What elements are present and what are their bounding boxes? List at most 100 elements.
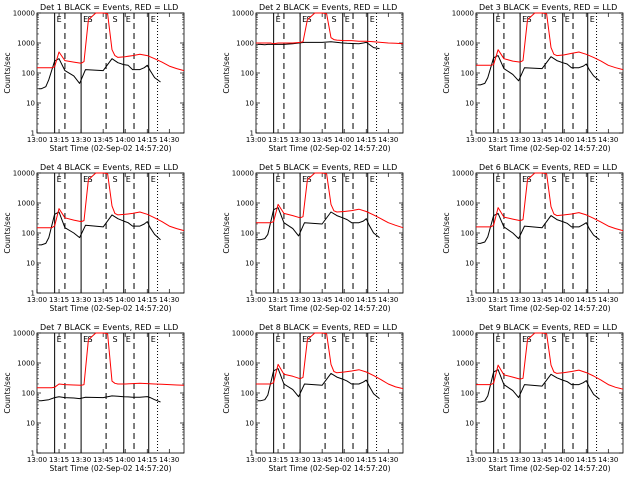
panel-title: Det 1 BLACK = Events, RED = LLD [40,3,178,12]
marker-letter: E [83,175,88,184]
marker-letter: E [522,15,527,24]
y-tick-label: 10000 [13,170,35,178]
x-tick-label: 14:30 [598,456,618,464]
y-tick-label: 1000 [236,200,254,208]
x-tick-label: 13:15 [488,136,508,144]
x-tick-label: 13:15 [49,456,69,464]
x-tick-label: 13:30 [71,456,91,464]
x-tick-label: 13:45 [312,456,332,464]
x-tick-label: 14:30 [159,456,179,464]
y-tick-label: 100 [241,390,254,398]
marker-letter: E [126,15,131,24]
marker-letter: S [527,175,532,184]
x-tick-label: 13:15 [488,456,508,464]
marker-letter: E [83,15,88,24]
marker-letter: E [345,15,350,24]
marker-letter: E [126,335,131,344]
x-tick-label: 14:30 [378,456,398,464]
y-tick-label: 10000 [13,330,35,338]
y-tick-label: 1000 [17,200,35,208]
y-tick-label: 100 [241,70,254,78]
y-tick-label: 1 [470,450,474,458]
x-tick-label: 14:15 [356,456,376,464]
marker-letter: E [590,335,595,344]
marker-letter: S [113,335,118,344]
y-tick-label: 10 [245,260,254,268]
marker-letter: S [552,175,557,184]
marker-letter: S [113,175,118,184]
marker-letter: S [113,15,118,24]
x-axis-label: Start Time (02-Sep-02 14:57:20) [50,464,172,473]
panel-det-4: Det 4 BLACK = Events, RED = LLD 1 10 100 100… [3,163,185,313]
x-tick-label: 14:00 [554,296,574,304]
x-tick-label: 13:15 [268,456,288,464]
plot-frame [36,12,185,134]
panel-title: Det 6 BLACK = Events, RED = LLD [479,163,617,172]
y-axis-label: Counts/sec [442,372,451,413]
x-tick-label: 13:45 [93,296,113,304]
panel-det-2: Det 2 BLACK = Events, RED = LLD 1 10 100 100… [222,3,404,153]
marker-letter: E [565,175,570,184]
marker-letter: E [57,335,62,344]
y-tick-label: 10 [245,100,254,108]
marker-letter: S [307,175,312,184]
marker-letter: S [88,15,93,24]
y-tick-label: 100 [461,70,474,78]
x-tick-label: 13:30 [290,136,310,144]
x-tick-label: 14:15 [137,456,157,464]
y-tick-label: 1000 [17,40,35,48]
x-tick-label: 14:15 [356,296,376,304]
x-tick-label: 14:00 [334,456,354,464]
marker-letter: E [522,175,527,184]
x-tick-label: 13:15 [49,296,69,304]
y-tick-label: 1000 [236,360,254,368]
y-tick-label: 1 [31,130,35,138]
plot-frame [475,12,624,134]
marker-letter: S [332,175,337,184]
x-axis-label: Start Time (02-Sep-02 14:57:20) [269,464,391,473]
y-tick-label: 10 [26,100,35,108]
lld-series-line [256,332,404,390]
y-axis-label: Counts/sec [222,212,231,253]
marker-letter: E [496,175,501,184]
events-series-line [257,207,380,241]
panel-title: Det 4 BLACK = Events, RED = LLD [40,163,178,172]
events-series-line [38,395,161,403]
marker-letter: E [565,335,570,344]
x-tick-label: 13:15 [49,136,69,144]
lld-series-line [37,12,185,72]
marker-letter: E [590,15,595,24]
marker-letter: E [151,175,156,184]
y-tick-label: 10000 [452,330,474,338]
x-tick-label: 14:15 [576,296,596,304]
x-tick-label: 14:00 [334,296,354,304]
marker-letter: S [527,335,532,344]
plot-frame [36,172,185,294]
marker-letter: E [276,15,281,24]
marker-letter: E [302,15,307,24]
lld-series-line [37,172,185,232]
lld-series-line [37,332,185,389]
x-tick-label: 13:00 [466,296,486,304]
x-tick-label: 13:15 [488,296,508,304]
x-tick-label: 14:00 [115,296,135,304]
y-tick-label: 10 [465,100,474,108]
marker-letter: E [151,15,156,24]
x-tick-label: 14:00 [115,136,135,144]
x-tick-label: 13:45 [93,456,113,464]
events-series-line [477,212,600,244]
x-tick-label: 13:45 [312,296,332,304]
panel-det-6: Det 6 BLACK = Events, RED = LLD 1 10 100 100… [442,163,624,313]
y-axis-label: Counts/sec [3,52,12,93]
y-tick-label: 10000 [232,170,254,178]
x-tick-label: 13:30 [71,296,91,304]
marker-letter: E [302,335,307,344]
marker-letter: E [83,335,88,344]
y-tick-label: 100 [461,230,474,238]
y-tick-label: 1 [470,130,474,138]
x-axis-label: Start Time (02-Sep-02 14:57:20) [489,304,611,313]
marker-letter: E [126,175,131,184]
y-axis-label: Counts/sec [3,212,12,253]
x-axis-label: Start Time (02-Sep-02 14:57:20) [50,144,172,153]
